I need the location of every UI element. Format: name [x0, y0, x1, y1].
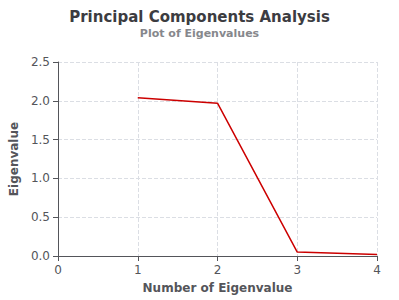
svg-text:2.5: 2.5 [31, 55, 50, 69]
svg-text:0.0: 0.0 [31, 249, 50, 263]
svg-text:1: 1 [134, 263, 142, 277]
svg-text:Number of Eigenvalue: Number of Eigenvalue [143, 281, 293, 295]
svg-text:Principal Components Analysis: Principal Components Analysis [69, 8, 330, 26]
svg-text:3: 3 [293, 263, 301, 277]
svg-text:0.5: 0.5 [31, 210, 50, 224]
svg-text:1.0: 1.0 [31, 171, 50, 185]
svg-text:2: 2 [214, 263, 222, 277]
svg-text:2.0: 2.0 [31, 94, 50, 108]
svg-text:4: 4 [373, 263, 381, 277]
svg-text:Plot of Eigenvalues: Plot of Eigenvalues [140, 27, 260, 40]
svg-text:Eigenvalue: Eigenvalue [7, 122, 21, 196]
svg-text:0: 0 [54, 263, 62, 277]
svg-text:1.5: 1.5 [31, 133, 50, 147]
